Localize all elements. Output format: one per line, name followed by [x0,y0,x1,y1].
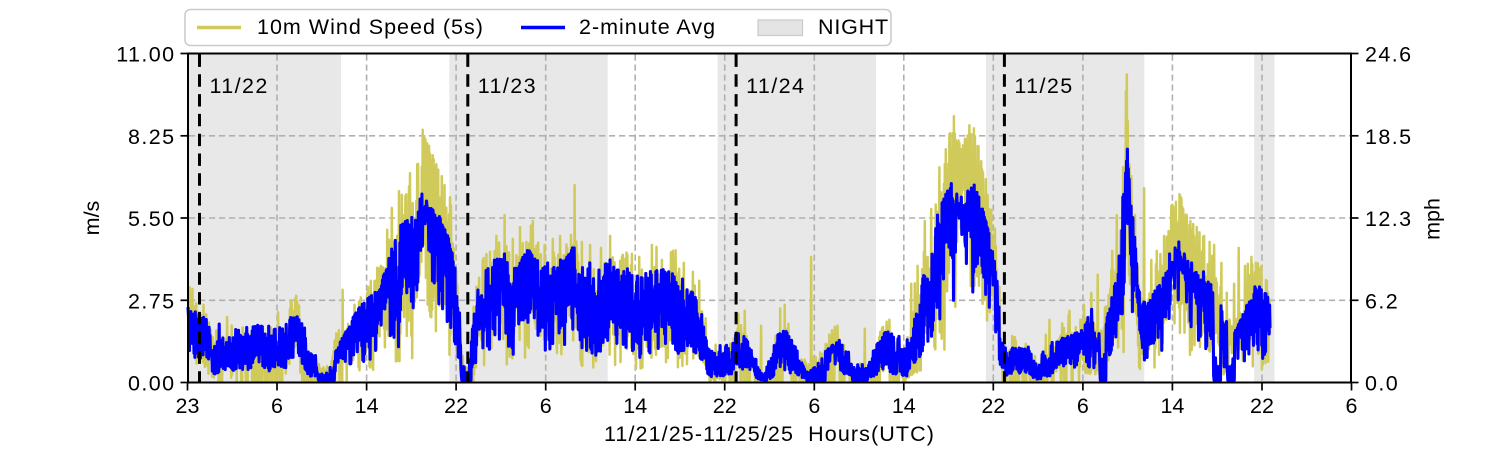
svg-text:11/23: 11/23 [478,74,537,98]
svg-text:11/24: 11/24 [746,74,805,98]
svg-text:12.3: 12.3 [1365,207,1412,231]
svg-text:0.0: 0.0 [1365,372,1399,396]
svg-text:14: 14 [892,394,916,418]
svg-text:5.50: 5.50 [128,207,175,231]
svg-text:2-minute Avg: 2-minute Avg [579,15,716,39]
svg-text:0.00: 0.00 [128,372,175,396]
svg-text:2.75: 2.75 [128,289,175,313]
svg-text:18.5: 18.5 [1365,125,1412,149]
svg-text:22: 22 [981,394,1005,418]
svg-text:14: 14 [355,394,379,418]
svg-text:m/s: m/s [80,201,104,236]
svg-text:6: 6 [1077,394,1089,418]
svg-text:23: 23 [176,394,200,418]
svg-text:6: 6 [271,394,283,418]
svg-text:14: 14 [623,394,647,418]
svg-text:6: 6 [1346,394,1358,418]
svg-text:22: 22 [713,394,737,418]
svg-text:11/25: 11/25 [1014,74,1073,98]
svg-text:11/22: 11/22 [210,74,269,98]
svg-text:6: 6 [808,394,820,418]
svg-text:22: 22 [444,394,468,418]
svg-text:6: 6 [540,394,552,418]
svg-text:24.6: 24.6 [1365,43,1412,67]
svg-text:8.25: 8.25 [128,125,175,149]
svg-text:NIGHT: NIGHT [818,15,889,39]
svg-text:11.00: 11.00 [116,43,175,67]
svg-text:14: 14 [1160,394,1184,418]
svg-text:11/21/25-11/25/25 Hours(UTC): 11/21/25-11/25/25 Hours(UTC) [604,422,935,446]
svg-text:mph: mph [1421,198,1445,240]
svg-text:6.2: 6.2 [1365,289,1399,313]
svg-text:22: 22 [1250,394,1274,418]
svg-text:10m Wind Speed (5s): 10m Wind Speed (5s) [257,15,484,39]
